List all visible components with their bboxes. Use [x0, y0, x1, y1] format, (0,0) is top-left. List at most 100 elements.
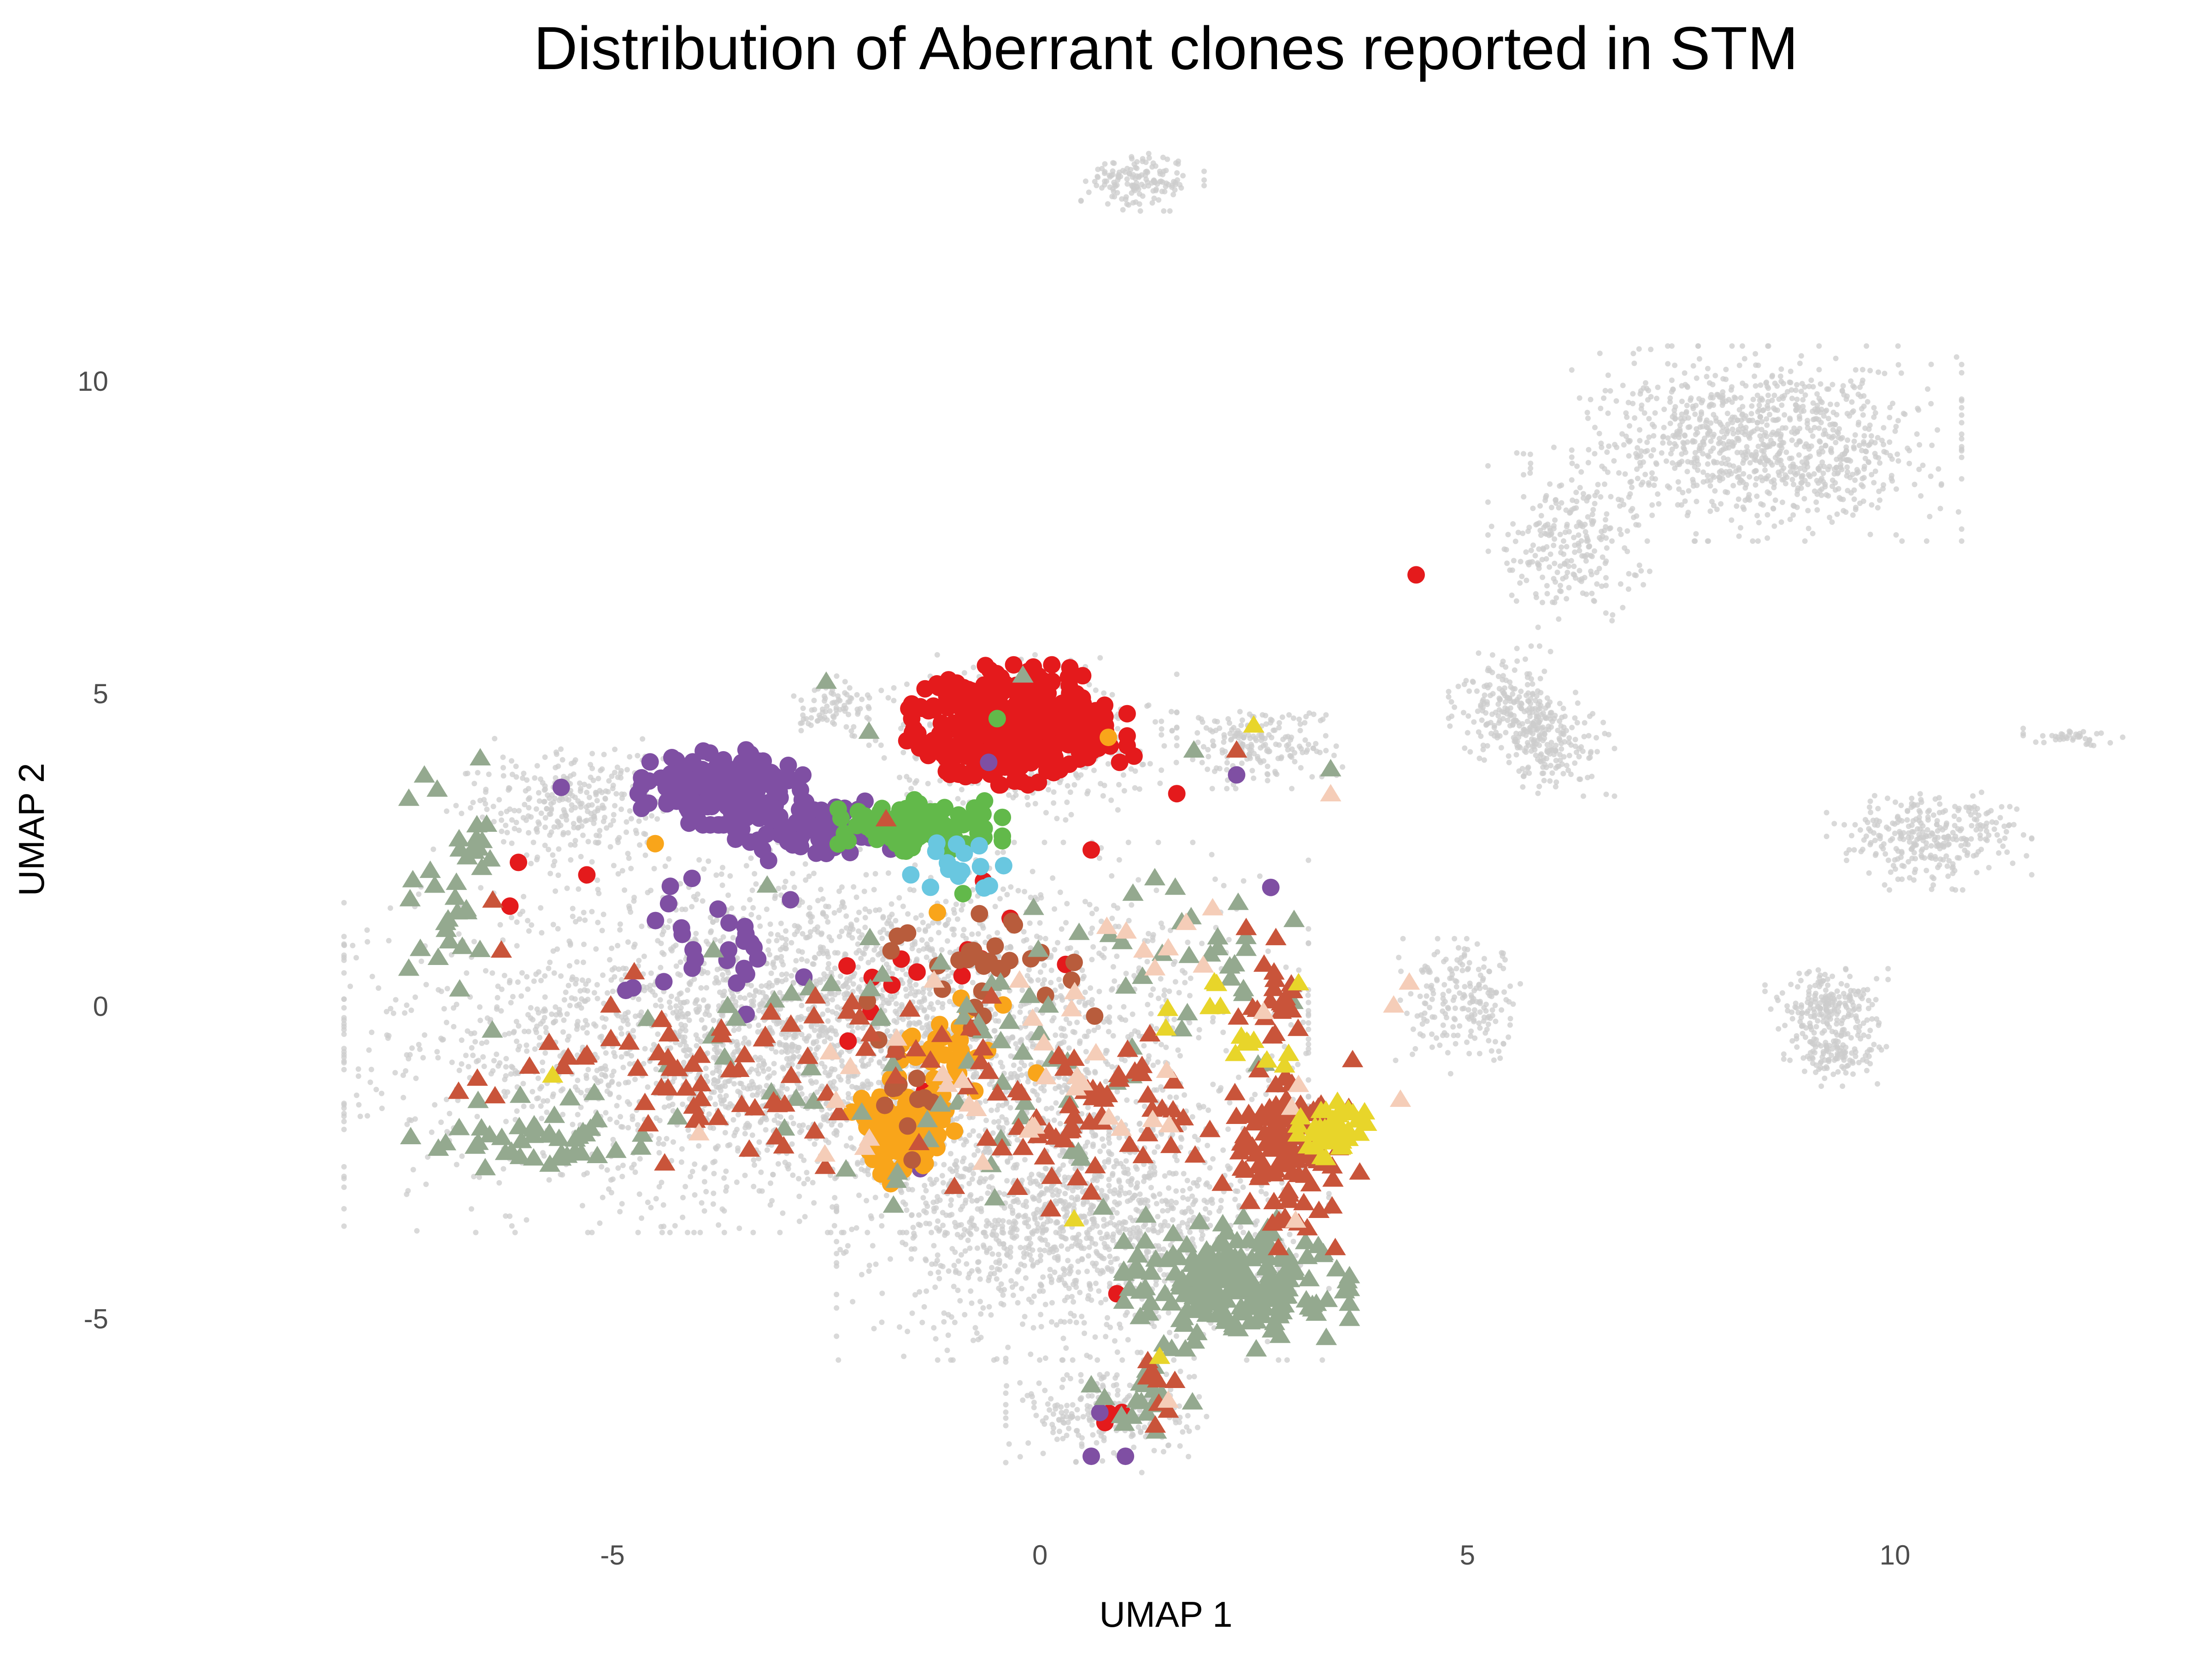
background-cell-point: [1254, 1218, 1260, 1224]
background-cell-point: [625, 1125, 631, 1131]
background-cell-point: [591, 1021, 597, 1027]
background-cell-point: [971, 1337, 976, 1343]
background-cell-point: [961, 1155, 967, 1161]
background-cell-point: [927, 991, 933, 997]
background-cell-point: [708, 930, 713, 935]
background-cell-point: [600, 972, 606, 978]
background-cell-point: [1133, 1234, 1139, 1240]
background-cell-point: [722, 1083, 728, 1089]
background-cell-point: [585, 978, 591, 983]
background-cell-point: [618, 1124, 624, 1130]
background-cell-point: [509, 840, 515, 846]
background-cell-point: [501, 972, 507, 978]
background-cell-point: [995, 1018, 1001, 1024]
background-cell-point: [839, 884, 845, 890]
background-cell-point: [935, 920, 941, 926]
background-cell-point: [711, 1190, 717, 1196]
background-cell-point: [667, 1005, 673, 1011]
background-cell-point: [1057, 889, 1063, 895]
background-cell-point: [1295, 1061, 1301, 1067]
background-cell-point: [957, 1298, 963, 1304]
background-cell-point: [790, 1056, 796, 1062]
background-cell-point: [583, 1075, 589, 1081]
background-cell-point: [506, 1030, 512, 1036]
background-cell-point: [617, 921, 623, 927]
background-cell-point: [432, 1102, 438, 1108]
background-cell-point: [914, 956, 920, 962]
background-cell-point: [430, 846, 436, 852]
background-cell-point: [1165, 1310, 1171, 1316]
background-cell-point: [1057, 1153, 1063, 1159]
background-cell-point: [856, 928, 862, 934]
background-cell-point: [1003, 1089, 1009, 1095]
background-cell-point: [1180, 1194, 1186, 1200]
background-cell-point: [1093, 1280, 1099, 1286]
background-cell-point: [1041, 840, 1047, 845]
background-cell-point: [1094, 1223, 1100, 1229]
background-cell-point: [865, 1230, 871, 1235]
background-cell-point: [473, 1230, 479, 1235]
background-cell-point: [604, 1167, 610, 1173]
background-cell-point: [1241, 1230, 1246, 1235]
background-cell-point: [932, 1284, 938, 1290]
background-cell-point: [692, 1161, 698, 1167]
background-cell-point: [1177, 1368, 1183, 1374]
background-cell-point: [410, 1167, 416, 1173]
background-cell-point: [806, 1006, 812, 1012]
background-cell-point: [960, 902, 966, 908]
background-cell-point: [1057, 1121, 1063, 1127]
background-cell-point: [856, 1192, 862, 1198]
background-cell-point: [940, 1180, 946, 1186]
background-cell-point: [968, 898, 974, 904]
background-cell-point: [526, 928, 532, 934]
background-cell-point: [1266, 1077, 1272, 1083]
background-cell-point: [1049, 1319, 1055, 1325]
background-cell-point: [553, 1004, 559, 1010]
background-cell-point: [390, 1010, 396, 1016]
background-cell-point: [872, 1194, 878, 1200]
background-cell-point: [925, 923, 931, 929]
background-cell-point: [1038, 1253, 1044, 1259]
background-cell-point: [564, 885, 570, 891]
background-cell-point: [968, 1288, 974, 1294]
background-cell-point: [581, 910, 587, 916]
background-cell-point: [618, 1025, 624, 1031]
background-cell-point: [648, 970, 654, 976]
background-cell-point: [879, 1319, 885, 1325]
background-cell-point: [341, 1005, 347, 1011]
background-cell-point: [916, 947, 922, 953]
background-cell-point: [1105, 1061, 1111, 1067]
background-cell-point: [716, 1222, 722, 1228]
background-cell-point: [825, 1018, 831, 1024]
background-cell-point: [802, 861, 808, 867]
background-cell-point: [1052, 906, 1058, 912]
background-cell-point: [1062, 1267, 1068, 1273]
background-cell-point: [520, 1081, 526, 1087]
background-cell-point: [658, 965, 664, 971]
background-cell-point: [964, 1138, 970, 1144]
background-cell-point: [670, 1079, 676, 1085]
background-cell-point: [850, 1299, 856, 1305]
background-cell-point: [617, 927, 623, 933]
background-cell-point: [1185, 1413, 1191, 1418]
background-cell-point: [784, 1086, 790, 1092]
background-cell-point: [576, 886, 582, 892]
background-cell-point: [1148, 1185, 1154, 1190]
background-cell-point: [1015, 888, 1021, 894]
background-cell-point: [582, 1018, 588, 1024]
background-cell-point: [853, 894, 859, 900]
background-cell-point: [1165, 1223, 1171, 1229]
background-cell-point: [866, 1268, 872, 1274]
background-cell-point: [480, 1054, 486, 1060]
background-cell-point: [796, 1176, 802, 1182]
background-cell-point: [547, 959, 553, 965]
background-cell-point: [859, 1271, 865, 1277]
background-cell-point: [1141, 1178, 1147, 1184]
background-cell-point: [871, 887, 877, 893]
background-cell-point: [1042, 1165, 1048, 1171]
background-cell-point: [987, 1149, 993, 1155]
background-cell-point: [1265, 1339, 1271, 1345]
background-cell-point: [603, 1050, 609, 1056]
background-cell-point: [983, 1118, 989, 1124]
background-cell-point: [1059, 1147, 1065, 1153]
